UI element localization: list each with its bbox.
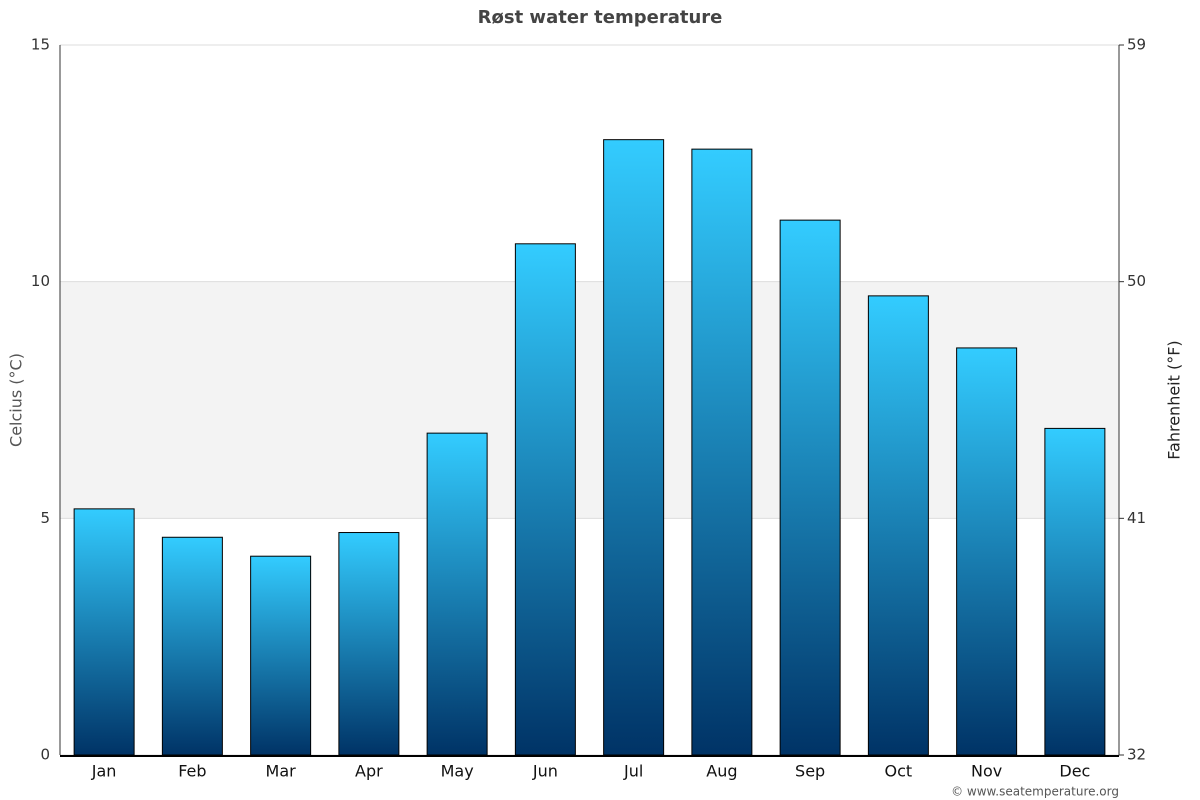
x-tick-label: Feb [178, 762, 206, 781]
y-tick-label: 10 [31, 272, 50, 290]
y2-tick-label: 32 [1127, 746, 1146, 764]
x-tick-label: Nov [971, 762, 1002, 781]
y2-axis-label: Fahrenheit (°F) [1165, 340, 1184, 459]
bar [779, 219, 841, 756]
x-tick-label: Oct [885, 762, 913, 781]
bar [956, 347, 1018, 756]
y-tick-label: 0 [40, 746, 50, 764]
y2-tick-label: 41 [1127, 509, 1146, 527]
bar [426, 432, 488, 756]
bar [250, 555, 312, 756]
y-axis-label: Celcius (°C) [7, 353, 26, 447]
bar [161, 536, 223, 756]
y-tick-label: 15 [31, 36, 50, 54]
chart-title: Røst water temperature [478, 7, 723, 28]
y2-tick-label: 50 [1127, 272, 1146, 290]
x-tick-label: Aug [706, 762, 737, 781]
x-tick-label: Mar [266, 762, 297, 781]
x-tick-label: Jan [91, 762, 117, 781]
x-tick-label: Sep [795, 762, 825, 781]
bar [1044, 427, 1106, 756]
x-tick-label: Dec [1059, 762, 1090, 781]
x-tick-label: Jul [623, 762, 643, 781]
y-tick-label: 5 [40, 509, 50, 527]
bar [73, 508, 135, 756]
x-tick-label: May [441, 762, 474, 781]
grid-band [60, 281, 1119, 519]
bar [514, 243, 576, 756]
bar [691, 148, 753, 756]
source-note: © www.seatemperature.org [951, 785, 1119, 799]
y2-tick-label: 59 [1127, 36, 1146, 54]
x-tick-label: Apr [355, 762, 383, 781]
x-tick-label: Jun [532, 762, 558, 781]
bar [338, 532, 400, 756]
bar [603, 139, 665, 756]
bar [867, 295, 929, 756]
